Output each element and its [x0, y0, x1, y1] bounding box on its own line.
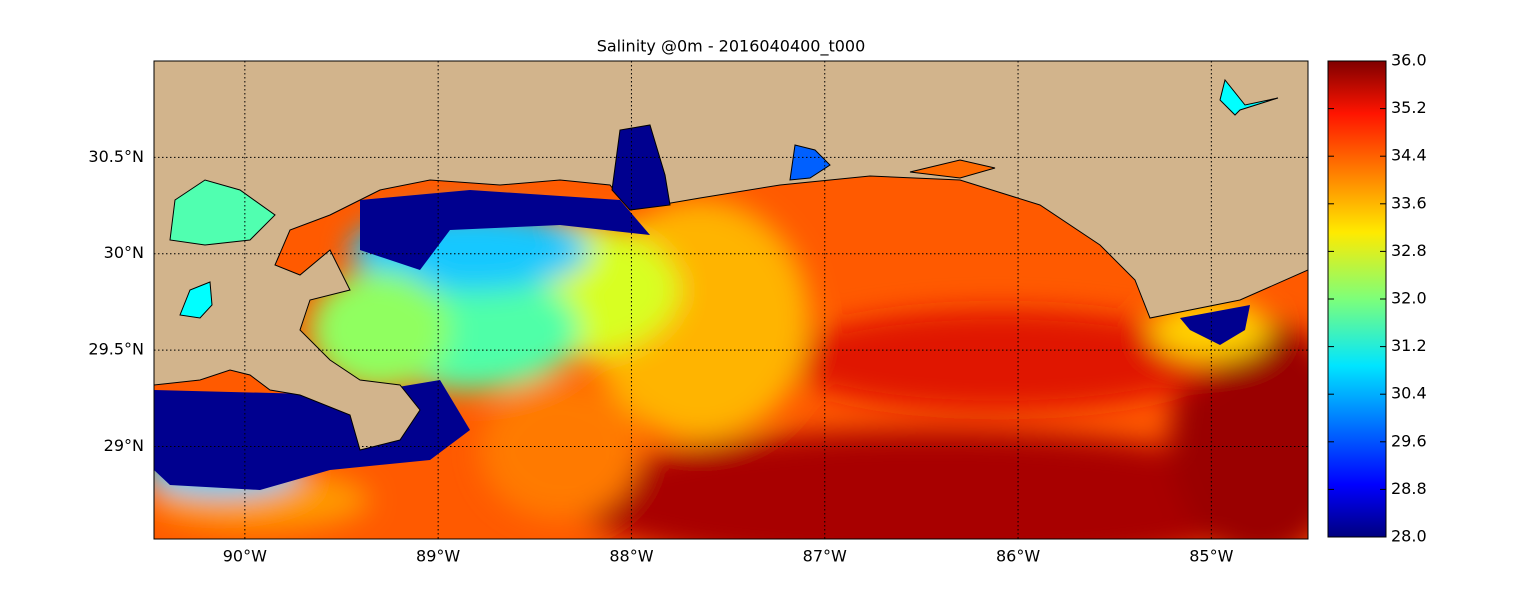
x-tick-label: 90°W	[223, 547, 267, 566]
colorbar-tick-label: 35.2	[1391, 98, 1427, 117]
y-tick-label: 29°N	[104, 436, 144, 455]
salinity-field	[154, 61, 1308, 539]
colorbar-tick-label: 32.8	[1391, 241, 1427, 260]
colorbar	[1327, 60, 1387, 538]
x-tick-label: 86°W	[996, 547, 1040, 566]
colorbar-tick-label: 33.6	[1391, 193, 1427, 212]
colorbar-tick-label: 32.0	[1391, 289, 1427, 308]
colorbar-tick-label: 34.4	[1391, 146, 1427, 165]
colorbar-tick-label: 28.8	[1391, 479, 1427, 498]
colorbar-tick-label: 36.0	[1391, 51, 1427, 70]
colorbar-tick-label: 31.2	[1391, 336, 1427, 355]
x-tick-label: 88°W	[609, 547, 653, 566]
colorbar-tick-label: 29.6	[1391, 431, 1427, 450]
x-tick-label: 87°W	[803, 547, 847, 566]
y-tick-label: 29.5°N	[88, 340, 144, 359]
y-tick-label: 30.5°N	[88, 147, 144, 166]
y-tick-label: 30°N	[104, 243, 144, 262]
x-tick-label: 85°W	[1189, 547, 1233, 566]
chart-title: Salinity @0m - 2016040400_t000	[597, 37, 866, 57]
plot-frame	[153, 60, 1309, 540]
colorbar-tick-label: 30.4	[1391, 384, 1427, 403]
x-tick-label: 89°W	[416, 547, 460, 566]
colorbar-tick-label: 28.0	[1391, 527, 1427, 546]
